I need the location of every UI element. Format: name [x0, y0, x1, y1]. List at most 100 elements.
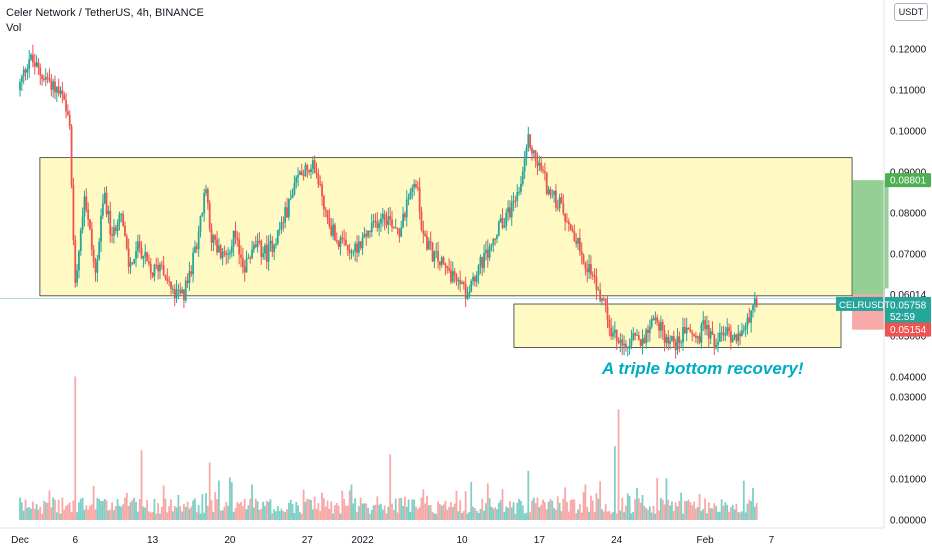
candle-body [310, 168, 312, 173]
volume-bar [291, 504, 294, 520]
volume-bar [68, 502, 71, 520]
volume-bar [562, 498, 565, 520]
volume-bar [116, 498, 119, 520]
candle-body [490, 245, 493, 247]
volume-bar [374, 504, 377, 520]
candle-body [446, 265, 449, 269]
candle-body [68, 114, 71, 127]
candle-body [164, 275, 167, 279]
candle-body [31, 54, 34, 63]
candle-body [648, 326, 651, 334]
candle-body [645, 329, 648, 344]
volume-bar [532, 497, 535, 520]
volume-bar [632, 511, 635, 520]
price-tick-label: 0.10000 [890, 127, 927, 138]
candle-body [720, 332, 723, 334]
volume-bar [380, 503, 382, 520]
candle-body [282, 222, 285, 224]
candle-body [326, 210, 329, 219]
candle-body [543, 170, 546, 173]
volume-bar [230, 482, 233, 520]
candle-body [562, 203, 565, 214]
volume-bar [350, 484, 353, 520]
volume-bar [558, 502, 561, 520]
candle-body [536, 160, 539, 166]
time-tick-label: 13 [147, 535, 159, 546]
volume-bar [389, 454, 392, 520]
volume-bar [501, 489, 504, 520]
symbol-tag: CELRUSDT [839, 300, 890, 311]
candle-body [367, 230, 369, 237]
currency-button[interactable]: USDT [894, 3, 928, 21]
candle-body [497, 221, 500, 236]
range-boxes [39, 157, 853, 348]
candle-body [593, 275, 596, 277]
last-price-label: 0.05758 [890, 300, 927, 311]
volume-bar [422, 489, 425, 520]
volume-bar [683, 501, 686, 520]
volume-bar [149, 512, 152, 520]
candle-body [59, 90, 62, 94]
volume-bar [282, 511, 285, 520]
candle-body [48, 78, 51, 81]
volume-bar [221, 510, 224, 520]
candle-body [661, 321, 664, 331]
volume-bar [470, 481, 473, 520]
volume-bar [94, 509, 97, 520]
volume-bar [529, 512, 532, 520]
volume-bar [269, 499, 272, 520]
volume-bar [623, 512, 625, 520]
volume-bar [645, 508, 648, 520]
candle-body [392, 227, 395, 229]
volume-bar [159, 513, 161, 520]
volume-bar [746, 503, 749, 520]
candle-body [173, 288, 176, 299]
volume-bar [602, 511, 605, 520]
volume-bar [113, 510, 115, 520]
volume-bar [225, 501, 228, 520]
candles [19, 44, 758, 359]
volume-bar [127, 506, 130, 520]
candle-body [726, 327, 729, 335]
candle-body [464, 284, 467, 299]
candle-body [472, 276, 474, 281]
candle-body [133, 258, 136, 264]
candle-body [260, 240, 263, 257]
volume-tick-label: 0.01000 [890, 475, 927, 486]
candle-body [339, 237, 342, 247]
volume-bar [311, 509, 314, 520]
candle-body [632, 332, 635, 340]
volume-bar [608, 510, 611, 520]
candle-body [315, 172, 318, 175]
volume-bar [372, 505, 375, 520]
candle-body [724, 334, 727, 336]
candle-body [643, 338, 646, 344]
candle-body [455, 275, 458, 281]
volume-bar [44, 502, 47, 520]
candle-body [383, 213, 386, 222]
candle-body [615, 329, 618, 341]
candle-body [674, 342, 677, 351]
candle-body [214, 235, 217, 240]
candle-body [503, 226, 506, 228]
candle-body [560, 197, 563, 204]
volume-bar [359, 497, 362, 520]
candle-body [599, 289, 602, 301]
candle-body [348, 250, 351, 253]
volume-bar [190, 506, 193, 520]
candle-body [420, 211, 423, 230]
candle-body [678, 336, 681, 344]
volume-bar [588, 511, 590, 520]
volume-bar [547, 501, 550, 520]
volume-bar [175, 507, 178, 520]
candle-body [416, 187, 419, 188]
volume-bar [267, 501, 270, 520]
volume-bar [22, 510, 25, 520]
symbol-title: Celer Network / TetherUS, 4h, BINANCE [6, 7, 204, 19]
price-tick-label: 0.05000 [890, 332, 927, 343]
candle-body [380, 218, 382, 224]
volume-bar [654, 513, 657, 520]
volume-bar [475, 510, 478, 520]
candle-body [210, 228, 213, 243]
